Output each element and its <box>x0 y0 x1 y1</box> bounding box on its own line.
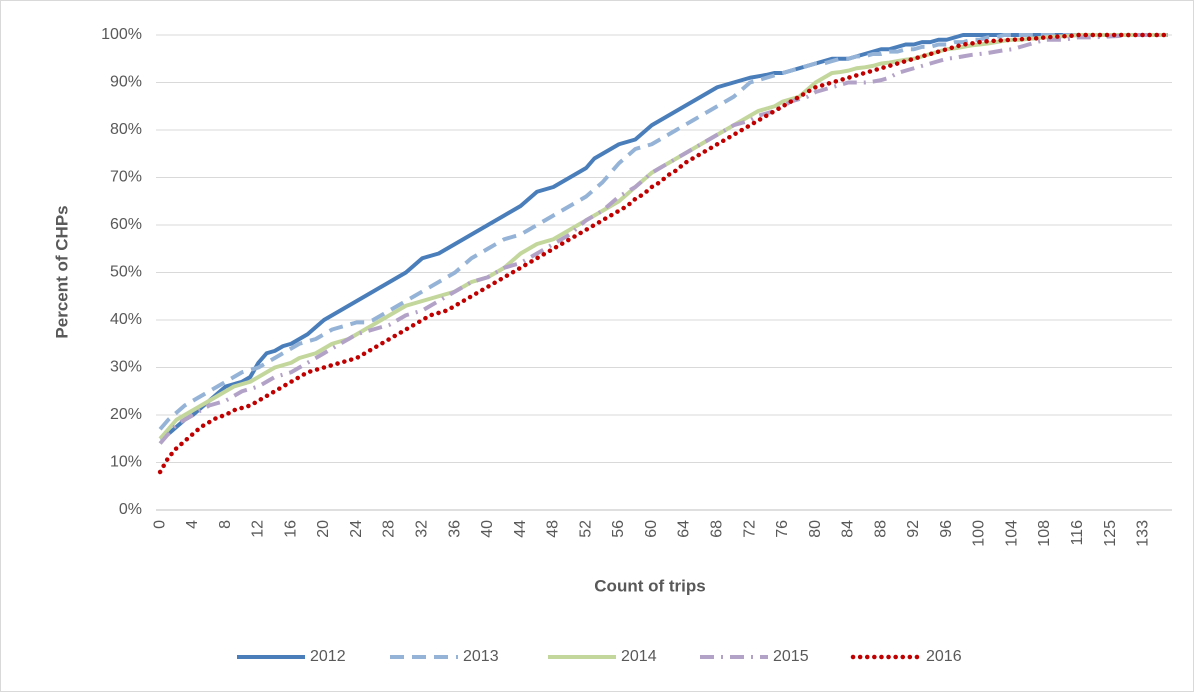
x-tick-label: 44 <box>512 520 529 538</box>
y-tick-label: 30% <box>110 359 142 376</box>
x-tick-label: 104 <box>1003 520 1020 547</box>
y-tick-label: 70% <box>110 169 142 186</box>
x-tick-label: 76 <box>774 520 791 538</box>
x-tick-label: 8 <box>217 520 234 529</box>
x-tick-label: 12 <box>250 520 267 538</box>
x-tick-label: 52 <box>577 520 594 538</box>
x-tick-label: 60 <box>643 520 660 538</box>
x-tick-label: 96 <box>938 520 955 538</box>
x-tick-label: 68 <box>708 520 725 538</box>
legend-label: 2012 <box>310 648 346 665</box>
series-line <box>158 33 1168 431</box>
x-tick-label: 116 <box>1069 520 1086 546</box>
series-line <box>157 32 1171 475</box>
x-tick-label: 64 <box>676 520 693 538</box>
x-tick-label: 16 <box>282 520 299 538</box>
y-tick-label: 0% <box>119 501 142 518</box>
x-tick-label: 48 <box>545 520 562 538</box>
x-axis-title: Count of trips <box>594 576 705 595</box>
x-tick-label: 133 <box>1135 520 1152 547</box>
x-tick-label: 40 <box>479 520 496 538</box>
x-tick-label: 80 <box>807 520 824 538</box>
y-tick-label: 60% <box>110 216 142 233</box>
y-tick-label: 80% <box>110 121 142 138</box>
y-tick-label: 20% <box>110 406 142 423</box>
x-tick-label: 24 <box>348 520 365 538</box>
x-tick-label: 4 <box>184 520 201 529</box>
legend-label: 2013 <box>463 648 499 665</box>
x-tick-label: 32 <box>414 520 431 538</box>
x-tick-label: 92 <box>905 520 922 538</box>
x-tick-label: 28 <box>381 520 398 538</box>
y-tick-label: 40% <box>110 311 142 328</box>
x-tick-label: 84 <box>840 520 857 538</box>
x-tick-label: 20 <box>315 520 332 538</box>
series-line <box>158 33 1168 445</box>
y-tick-label: 10% <box>110 454 142 471</box>
x-tick-label: 125 <box>1102 520 1119 547</box>
x-tick-label: 72 <box>741 520 758 538</box>
x-tick-label: 88 <box>872 520 889 538</box>
legend-label: 2014 <box>621 648 657 665</box>
y-tick-label: 50% <box>110 264 142 281</box>
x-tick-label: 108 <box>1036 520 1053 547</box>
x-tick-label: 36 <box>446 520 463 538</box>
x-tick-label: 0 <box>151 520 168 529</box>
y-tick-label: 100% <box>101 26 142 43</box>
y-axis-title: Percent of CHPs <box>52 205 71 338</box>
y-tick-label: 90% <box>110 74 142 91</box>
x-tick-label: 100 <box>971 520 988 547</box>
legend-label: 2016 <box>926 648 962 665</box>
x-tick-label: 56 <box>610 520 627 538</box>
legend-label: 2015 <box>773 648 809 665</box>
